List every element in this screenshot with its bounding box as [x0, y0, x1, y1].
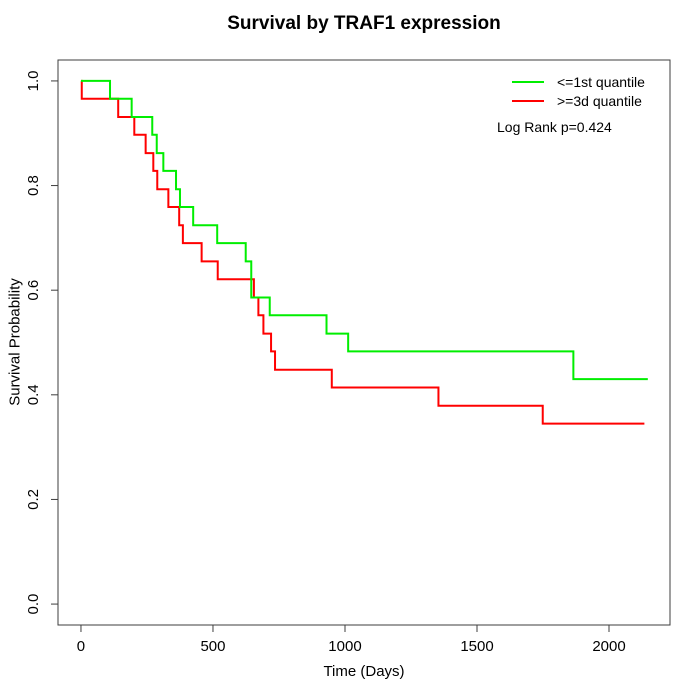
x-tick-label: 1500 [460, 638, 493, 655]
y-tick-label: 0.2 [25, 489, 42, 510]
km-curve-ge-3d-quantile [80, 79, 645, 425]
chart-title: Survival by TRAF1 expression [227, 13, 501, 34]
legend-label-le-1st-quantile: <=1st quantile [557, 73, 645, 90]
legend-line-red-icon [512, 99, 544, 102]
y-tick-label: 0.0 [25, 594, 42, 615]
x-tick-label: 1000 [328, 638, 361, 655]
log-rank-pvalue: Log Rank p=0.424 [497, 119, 612, 135]
legend-line-green-icon [512, 80, 544, 83]
x-tick-label: 2000 [592, 638, 625, 655]
y-axis: 0.0 0.2 0.4 0.6 0.8 1.0 [25, 71, 58, 615]
x-tick-label: 0 [77, 638, 85, 655]
x-axis: 0 500 1000 1500 2000 [77, 625, 626, 655]
legend-label-ge-3d-quantile: >=3d quantile [557, 92, 642, 109]
plot-frame [57, 59, 671, 626]
y-tick-label: 1.0 [25, 71, 42, 92]
x-axis-title: Time (Days) [323, 663, 405, 680]
y-tick-label: 0.6 [25, 280, 42, 301]
legend-item-le-1st-quantile: <=1st quantile [497, 72, 677, 91]
km-curve-le-1st-quantile [80, 79, 648, 381]
x-tick-label: 500 [200, 638, 225, 655]
y-tick-label: 0.8 [25, 175, 42, 196]
legend-item-ge-3d-quantile: >=3d quantile [497, 91, 677, 110]
y-axis-title: Survival Probability [6, 278, 24, 406]
legend: <=1st quantile >=3d quantile Log Rank p=… [497, 72, 677, 136]
y-tick-label: 0.4 [25, 384, 42, 405]
